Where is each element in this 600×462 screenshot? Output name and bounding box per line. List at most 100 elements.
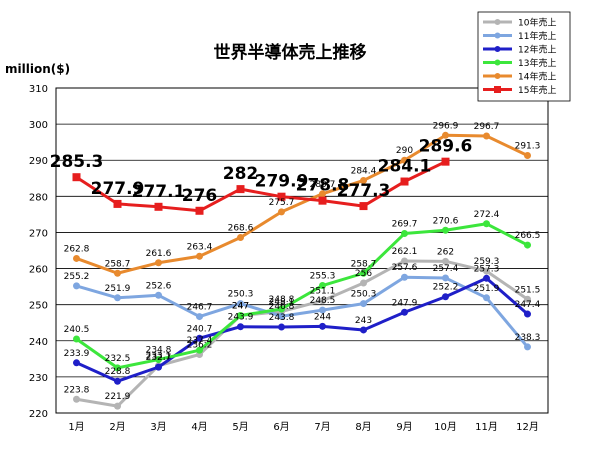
data-point <box>318 196 327 205</box>
data-point <box>237 312 244 319</box>
data-label: 232.7 <box>146 353 172 363</box>
data-point <box>155 259 162 267</box>
data-point <box>319 322 326 330</box>
legend-entry: 13年売上 <box>518 57 556 69</box>
data-point <box>196 346 203 354</box>
plot-frame <box>55 87 549 414</box>
data-label: 233.1 <box>146 352 172 362</box>
data-label: 277.1 <box>132 182 186 202</box>
x-tick-label: 8月 <box>355 421 371 433</box>
legend-box <box>477 11 571 102</box>
y-axis-label: million($) <box>5 62 70 76</box>
y-tick-label: 310 <box>29 84 48 95</box>
data-label: 248.8 <box>269 295 295 305</box>
data-label: 296.9 <box>433 121 459 131</box>
data-point <box>155 363 162 371</box>
y-tick-label: 260 <box>29 265 48 276</box>
series-3 <box>73 274 531 385</box>
series-line <box>76 275 529 348</box>
y-tick-label: 300 <box>29 120 48 131</box>
data-label: 290 <box>396 146 413 156</box>
series-line <box>75 133 529 275</box>
data-point <box>400 177 409 186</box>
data-label: 257.6 <box>392 263 418 273</box>
data-label: 252.2 <box>433 283 459 293</box>
data-point <box>442 293 449 301</box>
x-tick-label: 6月 <box>273 421 289 433</box>
data-label: 238.3 <box>515 333 541 343</box>
chart-title: 世界半導体売上推移 <box>214 42 367 63</box>
y-tick-labels: 220 230 240 250 260 270 280 290 300 310 <box>29 84 48 420</box>
data-point <box>319 297 326 305</box>
data-label: 266.5 <box>515 231 541 241</box>
data-label: 268.6 <box>228 224 254 234</box>
data-point <box>277 192 286 201</box>
data-label: 296.7 <box>474 122 500 132</box>
data-label: 228.8 <box>105 367 131 377</box>
data-point <box>73 359 80 367</box>
data-label: 248.5 <box>310 296 336 306</box>
data-labels-layer: 223.8 221.9 233.1 236.2 247 248.1 251.1 256 262.… <box>50 121 541 402</box>
data-label: 270.6 <box>433 216 459 226</box>
series-line <box>75 160 447 213</box>
y-tick-label: 240 <box>29 337 48 348</box>
data-label: 262 <box>437 247 454 257</box>
data-label: 256 <box>355 269 372 279</box>
legend-marker <box>494 73 501 79</box>
data-label: 284.1 <box>378 157 432 177</box>
series-4 <box>73 220 531 372</box>
data-label: 263.4 <box>187 242 213 252</box>
y-tick-label: 230 <box>29 373 48 384</box>
series-6 <box>72 157 450 215</box>
data-point <box>401 273 408 281</box>
data-point <box>114 294 121 302</box>
data-point <box>401 156 408 164</box>
data-label: 240.7 <box>187 324 213 334</box>
data-point <box>360 269 367 277</box>
data-point <box>524 343 531 351</box>
data-label: 237.4 <box>187 336 213 346</box>
data-label: 275.7 <box>269 198 295 208</box>
data-point <box>236 185 245 194</box>
data-label: 233.9 <box>64 349 90 359</box>
data-label: 255.3 <box>310 272 336 282</box>
x-tick-labels: 1月 2月 3月 4月 5月 6月 7月 8月 9月 10月 11月 12月 <box>68 421 539 433</box>
legend-entry: 15年売上 <box>518 84 556 96</box>
data-point <box>524 295 531 303</box>
legend-marker <box>494 32 501 39</box>
data-label: 258.7 <box>105 259 131 269</box>
data-label: 246.7 <box>187 303 213 313</box>
legend-entry: 14年売上 <box>518 71 556 83</box>
data-label: 284.4 <box>351 166 377 176</box>
legend-entry: 11年売上 <box>518 30 556 42</box>
data-label: 280.7 <box>310 180 336 190</box>
data-label: 243.9 <box>228 313 254 323</box>
data-label: 232.5 <box>105 354 131 364</box>
data-label: 247.4 <box>515 300 541 310</box>
data-label: 276 <box>182 186 218 206</box>
data-label: 259.3 <box>474 257 500 267</box>
data-label: 250.3 <box>228 290 254 300</box>
data-label: 279.9 <box>255 172 309 192</box>
data-point <box>319 190 326 198</box>
series-1 <box>73 257 531 410</box>
y-tick-label: 290 <box>29 156 48 167</box>
data-point <box>319 282 326 290</box>
legend-marker <box>494 59 501 66</box>
data-point <box>72 173 81 182</box>
data-point <box>483 220 490 228</box>
data-point <box>196 313 203 321</box>
data-point <box>278 312 285 320</box>
series-line <box>75 222 529 370</box>
x-tick-label: 11月 <box>475 421 498 433</box>
data-label: 257.3 <box>474 264 500 274</box>
data-point <box>524 152 531 160</box>
data-label: 247 <box>232 302 249 312</box>
series-5 <box>73 131 531 277</box>
data-point <box>360 300 367 308</box>
data-label: 246.8 <box>269 302 295 312</box>
data-point <box>442 274 449 282</box>
data-point <box>442 226 449 234</box>
